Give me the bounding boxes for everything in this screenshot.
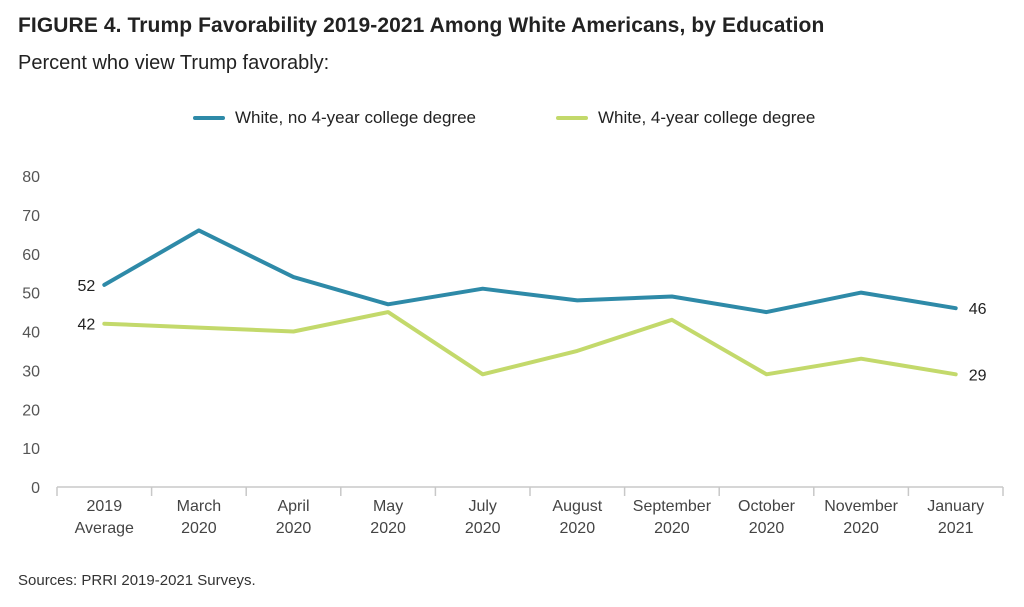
data-label-first: 52 xyxy=(78,278,96,295)
legend-label-no-degree: White, no 4-year college degree xyxy=(235,108,476,127)
data-label-last: 46 xyxy=(969,301,987,318)
x-tick-label: January xyxy=(927,498,984,515)
y-tick-label: 0 xyxy=(31,480,40,497)
x-tick-label: 2020 xyxy=(181,520,217,537)
series-line-1 xyxy=(102,310,958,377)
data-label-first: 42 xyxy=(78,317,96,334)
y-tick-label: 20 xyxy=(22,402,40,419)
x-tick-label: November xyxy=(824,498,898,515)
x-tick-label: 2020 xyxy=(654,520,690,537)
series-line-0 xyxy=(102,228,958,315)
legend-item-no-degree: White, no 4-year college degree xyxy=(193,108,476,128)
x-tick-label: March xyxy=(177,498,221,515)
x-tick-label: 2020 xyxy=(465,520,501,537)
x-tick-label: 2021 xyxy=(938,520,974,537)
y-tick-label: 70 xyxy=(22,208,40,225)
y-tick-label: 50 xyxy=(22,286,40,303)
legend-swatch-no-degree xyxy=(193,116,225,120)
x-tick-label: August xyxy=(552,498,602,515)
x-tick-label: April xyxy=(277,498,309,515)
chart-subtitle: Percent who view Trump favorably: xyxy=(18,52,330,74)
x-tick-label: May xyxy=(373,498,403,515)
y-tick-label: 80 xyxy=(22,169,40,186)
x-tick-label: 2020 xyxy=(843,520,879,537)
x-tick-label: 2020 xyxy=(749,520,785,537)
x-tick-label: 2020 xyxy=(370,520,406,537)
x-tick-label: 2019 xyxy=(87,498,123,515)
y-tick-label: 30 xyxy=(22,363,40,380)
x-tick-label: 2020 xyxy=(560,520,596,537)
y-tick-label: 40 xyxy=(22,325,40,342)
legend-label-degree: White, 4-year college degree xyxy=(598,108,816,127)
y-tick-label: 10 xyxy=(22,441,40,458)
chart-title: FIGURE 4. Trump Favorability 2019-2021 A… xyxy=(18,14,825,37)
x-tick-label: September xyxy=(633,498,712,515)
data-label-last: 29 xyxy=(969,367,987,384)
x-tick-label: July xyxy=(468,498,496,515)
legend: White, no 4-year college degree White, 4… xyxy=(0,108,1024,138)
x-tick-label: Average xyxy=(75,520,134,537)
source-note: Sources: PRRI 2019-2021 Surveys. xyxy=(18,572,256,589)
x-tick-label: October xyxy=(738,498,796,515)
legend-item-degree: White, 4-year college degree xyxy=(556,108,815,128)
x-tick-label: 2020 xyxy=(276,520,312,537)
legend-swatch-degree xyxy=(556,116,588,120)
y-tick-label: 60 xyxy=(22,247,40,264)
